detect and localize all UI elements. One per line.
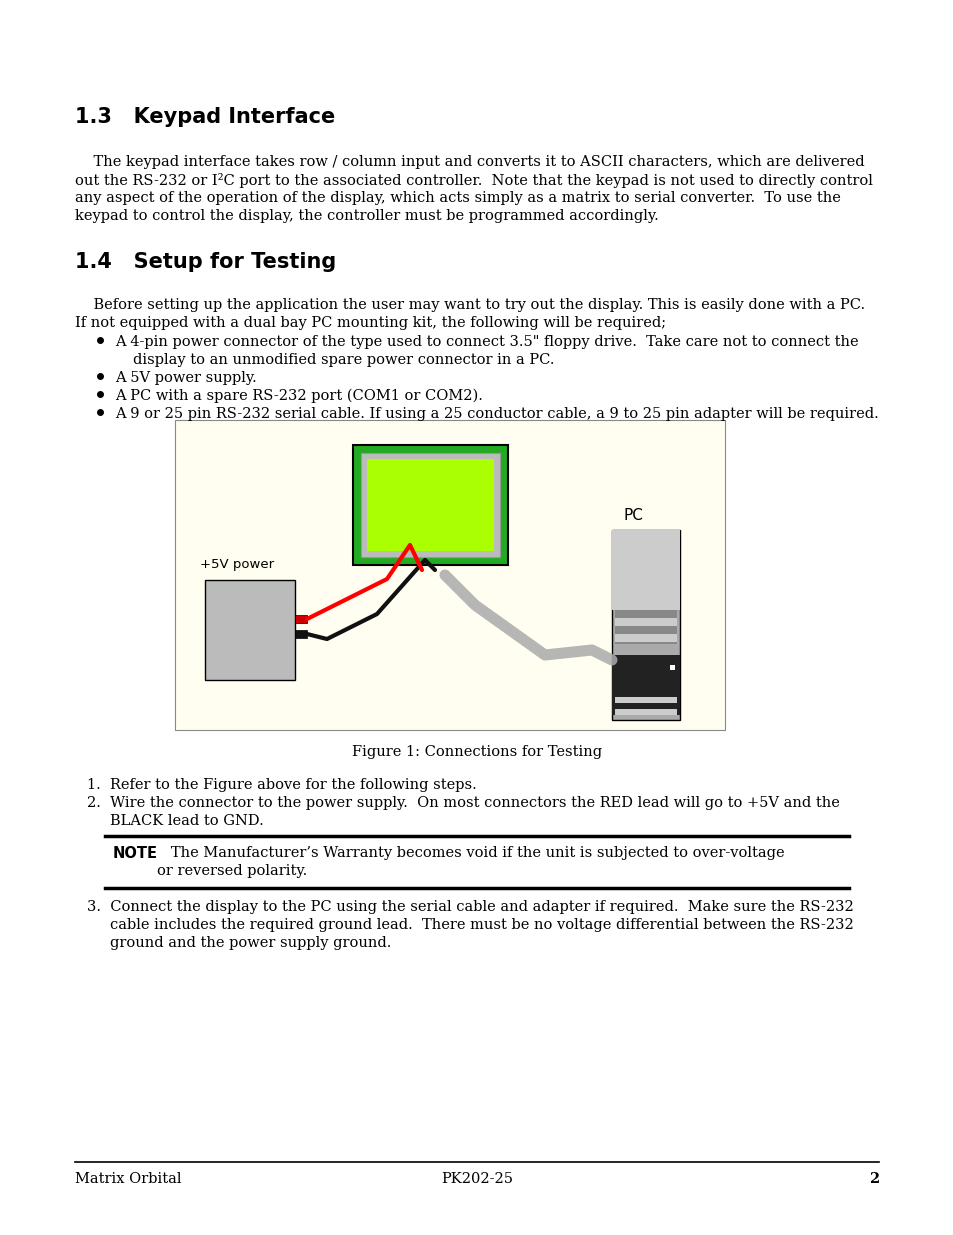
Bar: [612, 530, 679, 720]
Text: Figure 1: Connections for Testing: Figure 1: Connections for Testing: [352, 745, 601, 760]
Text: The Manufacturer’s Warranty becomes void if the unit is subjected to over-voltag: The Manufacturer’s Warranty becomes void…: [157, 846, 783, 860]
Bar: [615, 618, 677, 626]
Bar: [615, 697, 677, 703]
Text: If not equipped with a dual bay PC mounting kit, the following will be required;: If not equipped with a dual bay PC mount…: [75, 316, 665, 330]
Bar: [353, 445, 507, 564]
Text: Matrix Orbital: Matrix Orbital: [75, 1172, 181, 1186]
Text: 3.  Connect the display to the PC using the serial cable and adapter if required: 3. Connect the display to the PC using t…: [87, 900, 853, 914]
Bar: [294, 630, 307, 638]
Text: any aspect of the operation of the display, which acts simply as a matrix to ser: any aspect of the operation of the displ…: [75, 191, 840, 205]
Text: 2.  Wire the connector to the power supply.  On most connectors the RED lead wil: 2. Wire the connector to the power suppl…: [87, 797, 839, 810]
Bar: [294, 615, 307, 622]
Bar: [615, 634, 677, 642]
Bar: [367, 459, 494, 551]
Text: 2: 2: [868, 1172, 878, 1186]
Bar: [615, 610, 677, 629]
Text: BLACK lead to GND.: BLACK lead to GND.: [110, 814, 263, 827]
Bar: [615, 626, 677, 643]
Text: ground and the power supply ground.: ground and the power supply ground.: [110, 936, 391, 950]
Bar: [174, 420, 724, 730]
Text: 1.3   Keypad Interface: 1.3 Keypad Interface: [75, 107, 335, 127]
Text: A 5V power supply.: A 5V power supply.: [115, 370, 256, 385]
Text: or reversed polarity.: or reversed polarity.: [157, 864, 307, 878]
Text: +5V power: +5V power: [200, 558, 274, 571]
Text: A 9 or 25 pin RS-232 serial cable. If using a 25 conductor cable, a 9 to 25 pin : A 9 or 25 pin RS-232 serial cable. If us…: [115, 408, 878, 421]
Text: keypad to control the display, the controller must be programmed accordingly.: keypad to control the display, the contr…: [75, 209, 659, 224]
Text: 1.4   Setup for Testing: 1.4 Setup for Testing: [75, 252, 335, 272]
Text: display to an unmodified spare power connector in a PC.: display to an unmodified spare power con…: [132, 353, 554, 367]
Text: 1.  Refer to the Figure above for the following steps.: 1. Refer to the Figure above for the fol…: [87, 778, 477, 792]
Text: PK202-25: PK202-25: [440, 1172, 513, 1186]
Bar: [205, 580, 294, 680]
Text: A PC with a spare RS-232 port (COM1 or COM2).: A PC with a spare RS-232 port (COM1 or C…: [115, 389, 482, 404]
Bar: [612, 530, 679, 610]
Bar: [360, 453, 499, 557]
Bar: [615, 709, 677, 715]
Bar: [612, 655, 679, 715]
Text: PC: PC: [623, 508, 643, 522]
Text: out the RS-232 or I²C port to the associated controller.  Note that the keypad i: out the RS-232 or I²C port to the associ…: [75, 173, 872, 188]
Bar: [669, 664, 675, 671]
Text: A 4-pin power connector of the type used to connect 3.5" floppy drive.  Take car: A 4-pin power connector of the type used…: [115, 335, 858, 350]
Text: NOTE: NOTE: [112, 846, 158, 861]
Text: The keypad interface takes row / column input and converts it to ASCII character: The keypad interface takes row / column …: [75, 156, 863, 169]
Text: cable includes the required ground lead.  There must be no voltage differential : cable includes the required ground lead.…: [110, 918, 853, 932]
Text: Before setting up the application the user may want to try out the display. This: Before setting up the application the us…: [75, 298, 864, 312]
